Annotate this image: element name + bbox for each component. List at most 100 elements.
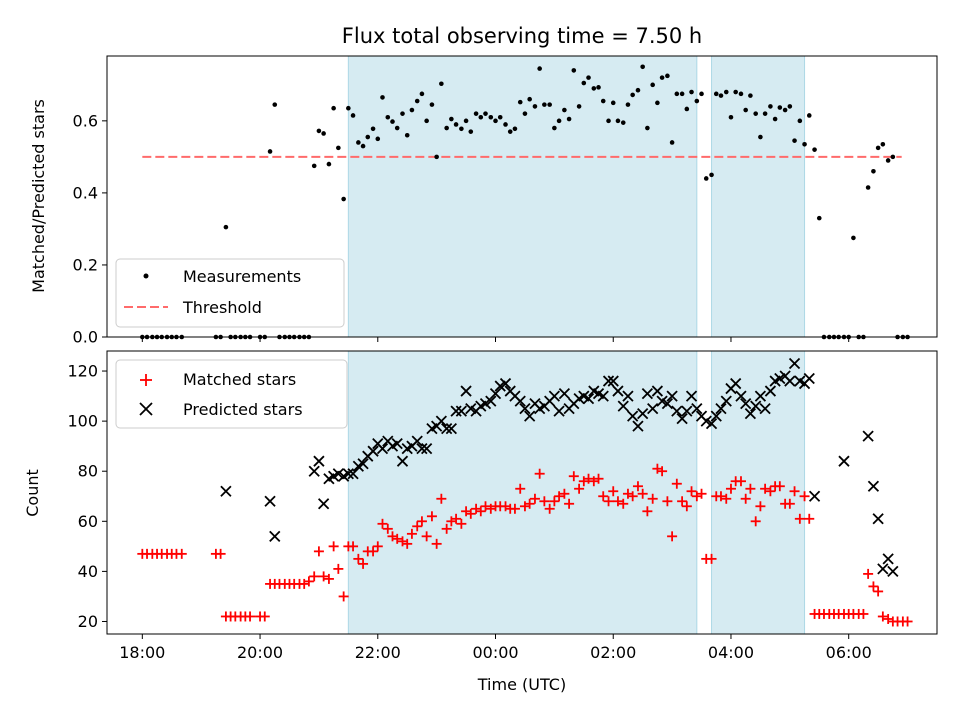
measurement-point <box>419 91 425 97</box>
matched-point <box>696 488 707 499</box>
predicted-point <box>264 495 276 507</box>
measurement-point <box>753 111 758 116</box>
predicted-point <box>882 553 894 565</box>
predicted-point <box>744 407 757 420</box>
predicted-point <box>617 400 629 412</box>
matched-point <box>554 491 565 502</box>
top-shaded-window-2 <box>711 55 806 338</box>
legend-predicted-label: Predicted stars <box>183 400 303 419</box>
matched-point <box>539 496 550 507</box>
measurement-point <box>635 87 641 93</box>
measurement-point <box>503 122 508 127</box>
matched-point <box>657 466 668 477</box>
measurement-point <box>669 140 675 145</box>
matched-point <box>647 493 658 504</box>
matched-point <box>873 586 884 597</box>
predicted-point <box>612 385 624 397</box>
measurement-point <box>459 126 464 132</box>
predicted-point <box>317 498 330 510</box>
measurement-point <box>483 111 488 116</box>
matched-point <box>436 493 447 504</box>
matched-point <box>760 483 771 494</box>
measurement-point <box>375 136 381 142</box>
matched-point <box>559 488 570 499</box>
predicted-point <box>651 385 664 397</box>
legend-predicted-marker <box>139 402 153 416</box>
predicted-point <box>803 372 815 385</box>
predicted-point <box>735 390 747 402</box>
predicted-point <box>867 480 880 492</box>
predicted-point <box>514 395 526 407</box>
measurement-point <box>792 138 797 143</box>
matched-point <box>368 546 379 557</box>
measurement-point <box>527 96 532 102</box>
matched-point <box>715 491 726 502</box>
matched-point <box>671 478 682 489</box>
matched-point <box>598 491 609 502</box>
measurement-point <box>718 93 724 98</box>
measurement-point <box>758 134 763 140</box>
xtick-label: 04:00 <box>708 643 754 662</box>
matched-point <box>740 493 751 504</box>
measurement-point <box>645 125 650 131</box>
bottom-legend-box <box>115 359 348 429</box>
measurement-point <box>782 107 788 113</box>
matched-point <box>524 498 535 509</box>
measurement-point <box>311 163 317 169</box>
matched-point <box>608 486 619 497</box>
measurement-point <box>346 105 351 111</box>
matched-point <box>745 483 756 494</box>
predicted-point <box>485 395 497 407</box>
xtick-label: 06:00 <box>826 643 872 662</box>
matched-point <box>377 518 388 529</box>
predicted-point <box>308 465 320 477</box>
measurement-point <box>336 145 341 151</box>
predicted-point <box>740 397 752 410</box>
matched-point <box>441 523 452 534</box>
predicted-point <box>764 385 777 397</box>
measurement-point <box>610 100 616 106</box>
measurement-point <box>404 132 410 138</box>
matched-point <box>509 503 520 514</box>
measurement-point <box>556 118 562 124</box>
matched-point <box>564 498 575 509</box>
predicted-point <box>376 443 389 455</box>
predicted-point <box>411 435 423 447</box>
predicted-point <box>808 490 821 502</box>
bottom-observing-windows <box>347 350 806 635</box>
predicted-point <box>681 405 693 417</box>
xtick-label: 20:00 <box>237 643 283 662</box>
measurement-point <box>630 92 635 98</box>
matched-point <box>706 553 717 564</box>
bottom-y-axis-label: Count <box>23 469 42 517</box>
predicted-point <box>607 375 619 387</box>
matched-point <box>667 531 678 542</box>
matched-point <box>431 538 442 549</box>
measurement-point <box>885 158 891 163</box>
matched-point <box>303 576 314 587</box>
matched-point <box>765 486 776 497</box>
predicted-point <box>887 565 899 578</box>
matched-point <box>402 538 413 549</box>
predicted-point <box>313 455 325 467</box>
predicted-point <box>220 485 232 497</box>
measurement-point <box>517 99 523 105</box>
top-ytick-label: 0.4 <box>73 183 98 202</box>
xtick-label: 02:00 <box>590 643 636 662</box>
top-axis-ticks: 0.0 0.2 0.4 0.6 <box>73 111 850 347</box>
matched-point <box>868 581 879 592</box>
matched-point <box>750 516 761 527</box>
matched-point <box>421 531 432 542</box>
measurement-point <box>390 119 395 124</box>
matched-point <box>529 493 540 504</box>
predicted-point <box>441 423 453 435</box>
measurement-point <box>806 113 812 118</box>
x-axis-label: Time (UTC) <box>477 675 566 694</box>
measurement-point <box>713 91 719 97</box>
matched-point <box>721 493 732 504</box>
bottom-axes-frame <box>106 350 938 635</box>
measurement-point <box>787 104 793 109</box>
measurement-point <box>679 91 685 97</box>
predicted-point <box>460 385 472 397</box>
matched-point <box>348 541 359 552</box>
